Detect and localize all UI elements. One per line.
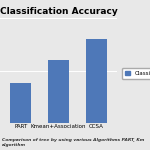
Text: Comparison of tree by using various Algorithms PART, Km
algorithm: Comparison of tree by using various Algo… — [2, 138, 144, 147]
Title: Classification Accuracy: Classification Accuracy — [0, 7, 117, 16]
Bar — [48, 60, 69, 123]
Bar — [10, 83, 31, 123]
Legend: Classific...: Classific... — [122, 68, 150, 79]
Bar — [86, 39, 107, 123]
